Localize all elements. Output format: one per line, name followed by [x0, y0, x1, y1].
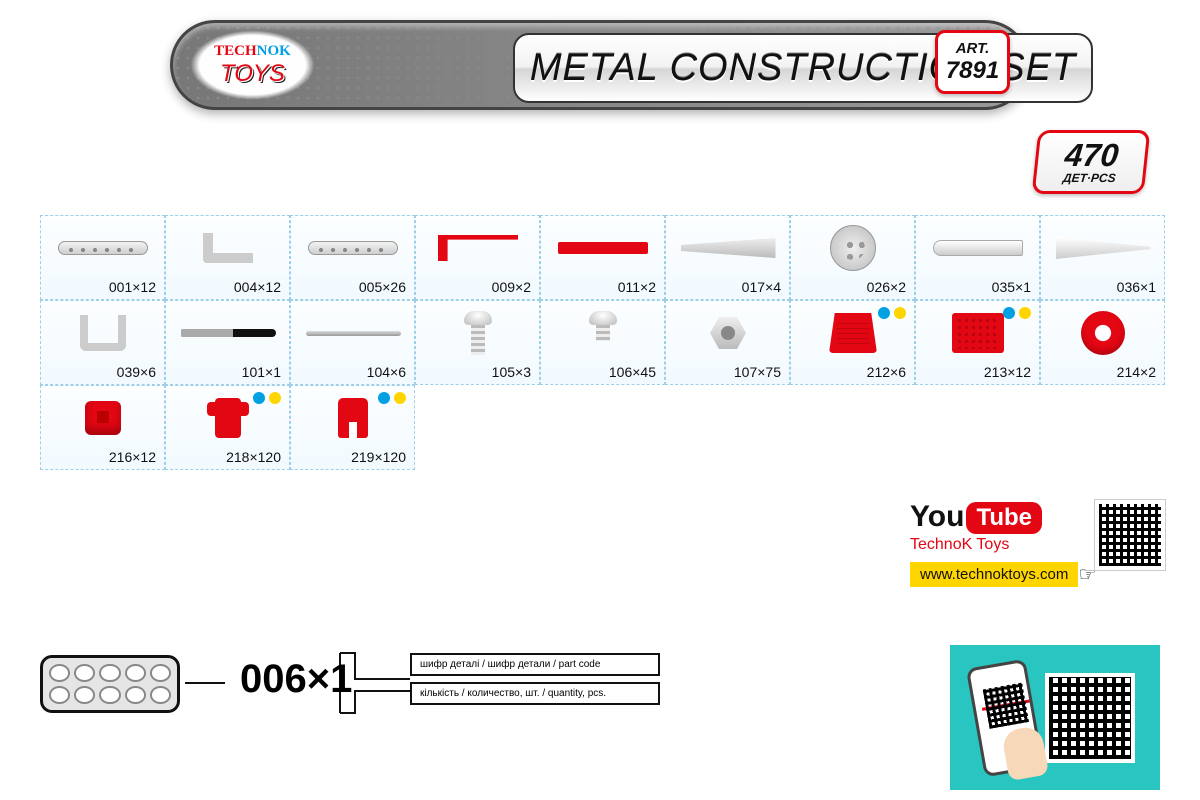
part-cell: 218×120: [165, 385, 290, 470]
part-label: 017×4: [742, 279, 781, 295]
part-cell: 035×1: [915, 215, 1040, 300]
color-dot-yellow: [1019, 307, 1031, 319]
part-cell: 214×2: [1040, 300, 1165, 385]
youtube-tube: Tube: [966, 502, 1042, 534]
legend-partcode-label: шифр деталі / шифр детали / part code: [410, 653, 660, 676]
part-cell: 001×12: [40, 215, 165, 300]
qr-scan-illustration: [950, 645, 1160, 790]
parts-row: 001×12 004×12 005×26 009×2 011×2 017×4 026×2 03…: [40, 215, 1165, 300]
legend-quantity-label: кількість / количество, шт. / quantity, …: [410, 682, 660, 705]
part-label: 218×120: [226, 449, 281, 465]
website-url: www.technoktoys.com: [910, 562, 1078, 587]
article-number: 7891: [938, 57, 1007, 85]
color-dot-yellow: [394, 392, 406, 404]
part-cell: 216×12: [40, 385, 165, 470]
part-cell: 009×2: [415, 215, 540, 300]
part-icon: [172, 307, 284, 359]
part-label: 216×12: [109, 449, 156, 465]
part-icon: [47, 392, 159, 444]
parts-grid: 001×12 004×12 005×26 009×2 011×2 017×4 026×2 03…: [40, 215, 1165, 470]
part-label: 004×12: [234, 279, 281, 295]
legend: 006×1 шифр деталі / шифр детали / part c…: [40, 625, 660, 745]
brand-logo: TECHNOK TOYS: [190, 30, 315, 100]
part-icon: [672, 222, 784, 274]
part-label: 106×45: [609, 364, 656, 380]
part-icon: [172, 222, 284, 274]
part-label: 212×6: [867, 364, 906, 380]
color-dots: [1003, 307, 1031, 319]
part-icon: [1047, 307, 1159, 359]
part-cell: 017×4: [665, 215, 790, 300]
part-label: 214×2: [1117, 364, 1156, 380]
article-label: ART.: [938, 40, 1007, 57]
color-dots: [378, 392, 406, 404]
part-label: 101×1: [242, 364, 281, 380]
part-icon: [547, 222, 659, 274]
color-dot-blue: [253, 392, 265, 404]
part-cell: 011×2: [540, 215, 665, 300]
part-label: 011×2: [618, 279, 656, 295]
part-icon: [797, 222, 909, 274]
color-dot-yellow: [894, 307, 906, 319]
part-icon: [47, 222, 159, 274]
hand-icon: [1001, 724, 1049, 780]
qr-code-large: [1045, 673, 1135, 763]
part-label: 036×1: [1117, 279, 1156, 295]
part-label: 026×2: [867, 279, 906, 295]
part-cell: 004×12: [165, 215, 290, 300]
brand-sub: TOYS: [220, 60, 285, 88]
part-label: 107×75: [734, 364, 781, 380]
pieces-label: ДЕТ·PCS: [1036, 171, 1143, 185]
part-cell: 212×6: [790, 300, 915, 385]
part-icon: [422, 307, 534, 359]
part-label: 005×26: [359, 279, 406, 295]
part-label: 001×12: [109, 279, 156, 295]
part-label: 219×120: [351, 449, 406, 465]
part-label: 105×3: [492, 364, 531, 380]
legend-plate-icon: [40, 655, 180, 713]
part-cell: 036×1: [1040, 215, 1165, 300]
color-dots: [878, 307, 906, 319]
part-label: 213×12: [984, 364, 1031, 380]
part-cell: 213×12: [915, 300, 1040, 385]
part-cell: 104×6: [290, 300, 415, 385]
part-icon: [922, 222, 1034, 274]
color-dots: [253, 392, 281, 404]
color-dot-blue: [1003, 307, 1015, 319]
part-cell: 005×26: [290, 215, 415, 300]
part-icon: [47, 307, 159, 359]
part-icon: [297, 222, 409, 274]
part-icon: [672, 307, 784, 359]
part-icon: [297, 307, 409, 359]
part-label: 035×1: [992, 279, 1031, 295]
part-label: 039×6: [117, 364, 156, 380]
pieces-badge: 470 ДЕТ·PCS: [1032, 130, 1151, 194]
color-dot-yellow: [269, 392, 281, 404]
color-dot-blue: [878, 307, 890, 319]
parts-row: 216×12 218×120 219×120: [40, 385, 1165, 470]
color-dot-blue: [378, 392, 390, 404]
part-cell: 219×120: [290, 385, 415, 470]
part-icon: [422, 222, 534, 274]
youtube-you: You: [910, 500, 964, 534]
parts-row: 039×6 101×1 104×6 105×3 106×45 107×75 212×6 213…: [40, 300, 1165, 385]
part-icon: [547, 307, 659, 359]
part-label: 104×6: [367, 364, 406, 380]
part-label: 009×2: [492, 279, 531, 295]
part-cell: 026×2: [790, 215, 915, 300]
part-cell: 101×1: [165, 300, 290, 385]
part-cell: 107×75: [665, 300, 790, 385]
article-badge: ART. 7891: [935, 30, 1010, 94]
part-cell: 105×3: [415, 300, 540, 385]
legend-example-code: 006×1: [240, 657, 352, 702]
legend-text-boxes: шифр деталі / шифр детали / part code кі…: [410, 653, 660, 711]
part-cell: 106×45: [540, 300, 665, 385]
qr-code-small: [1095, 500, 1165, 570]
brand-name: TECHNOK: [214, 43, 291, 60]
part-cell: 039×6: [40, 300, 165, 385]
part-icon: [1047, 222, 1159, 274]
pieces-count: 470: [1037, 139, 1146, 171]
